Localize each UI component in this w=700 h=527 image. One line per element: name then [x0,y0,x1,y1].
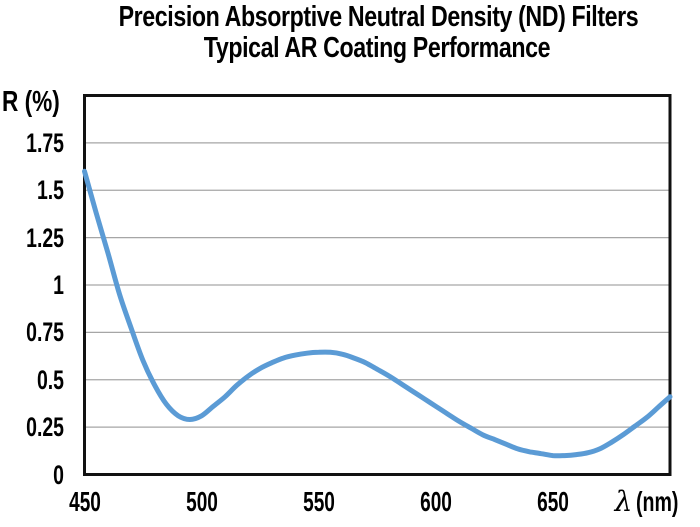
x-axis-unit: (nm) [636,486,679,517]
chart-title-line2: Typical AR Coating Performance [203,32,551,64]
y-tick-label-1.5: 1.5 [36,175,64,206]
chart-title-block: Precision Absorptive Neutral Density (ND… [54,2,700,64]
x-tick-label-600: 600 [419,486,452,517]
y-tick-label-0.5: 0.5 [36,364,64,395]
x-tick-label-550: 550 [302,486,335,517]
lambda-symbol: λ [614,485,633,518]
x-tick-label-650: 650 [537,486,569,517]
plot-border [83,94,672,476]
reflectance-curve [82,168,673,459]
y-tick-label-1.75: 1.75 [26,127,64,158]
x-axis-label: λ (nm) [615,487,697,517]
x-tick-label-450: 450 [68,486,101,517]
y-tick-label-0.25: 0.25 [26,412,64,443]
chart-title-line1: Precision Absorptive Neutral Density (ND… [118,1,639,33]
y-tick-label-0.75: 0.75 [26,317,64,348]
y-tick-label-1: 1 [53,270,64,300]
x-tick-label-500: 500 [185,486,218,517]
y-tick-label-0: 0 [53,459,64,490]
y-tick-label-1.25: 1.25 [26,222,64,253]
y-axis-label: R (%) [2,86,60,118]
